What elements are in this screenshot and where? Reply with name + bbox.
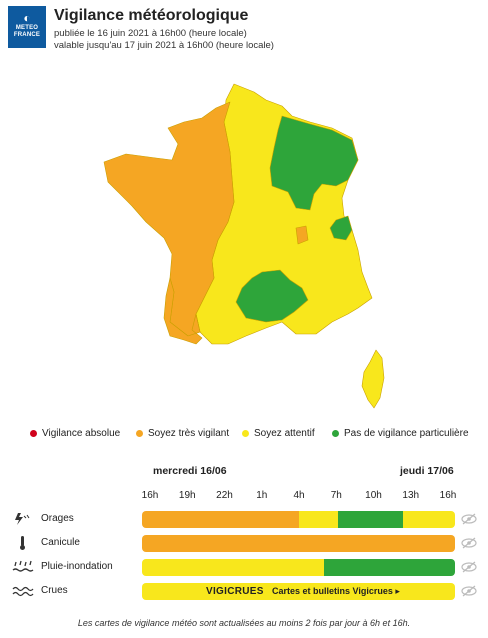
hour-label: 22h — [216, 490, 233, 501]
logo-glyph-icon: ◐ — [23, 11, 31, 25]
legend-red: Vigilance absolue — [30, 428, 120, 439]
eye-hidden-icon[interactable] — [461, 561, 477, 573]
map-region-corsica[interactable] — [361, 349, 385, 409]
eye-hidden-icon[interactable] — [461, 537, 477, 549]
vigilance-segment-yellow[interactable] — [142, 583, 455, 600]
hour-label: 13h — [402, 490, 420, 501]
map-region-green-south[interactable] — [235, 269, 309, 323]
legend-orange: Soyez très vigilant — [136, 428, 229, 439]
vigilance-segment-orange[interactable] — [142, 511, 299, 528]
green-dot-icon — [332, 430, 339, 437]
vigilance-segment-green[interactable] — [337, 511, 404, 528]
row-orages: Orages — [0, 510, 488, 530]
vigicrues-banner[interactable]: VIGICRUES Cartes et bulletins Vigicrues … — [142, 583, 455, 600]
vigilance-segment-orange[interactable] — [142, 535, 455, 552]
red-dot-icon — [30, 430, 37, 437]
vigicrues-logo: VIGICRUES — [206, 586, 264, 597]
hour-label: 1h — [256, 490, 268, 501]
france-vigilance-map[interactable] — [96, 82, 396, 412]
map-region-orange-centre[interactable] — [295, 225, 309, 245]
vigilance-segment-yellow[interactable] — [298, 511, 338, 528]
legend-yellow: Soyez attentif — [242, 428, 315, 439]
orange-dot-icon — [136, 430, 143, 437]
logo-line2: FRANCE — [13, 32, 41, 38]
row-pluie-inondation: Pluie-inondation — [0, 558, 488, 578]
orages-bar[interactable] — [142, 511, 455, 528]
vigilance-segment-yellow[interactable] — [142, 559, 324, 576]
legend-label: Pas de vigilance particulière — [344, 428, 469, 439]
hour-label: 10h — [365, 490, 382, 501]
row-crues: Crues VIGICRUES Cartes et bulletins Vigi… — [0, 582, 488, 602]
pluie-inondation-bar[interactable] — [142, 559, 455, 576]
map-region-orange-sw[interactable] — [163, 277, 203, 345]
vigilance-segment-yellow[interactable] — [403, 511, 455, 528]
row-label: Canicule — [41, 537, 80, 548]
canicule-bar[interactable] — [142, 535, 455, 552]
eye-hidden-icon[interactable] — [461, 513, 477, 525]
header: ◐ METEO FRANCE Vigilance météorologique … — [8, 6, 478, 56]
vigilance-segment-green[interactable] — [323, 559, 455, 576]
row-label: Pluie-inondation — [41, 561, 113, 572]
published-date: publiée le 16 juin 2021 à 16h00 (heure l… — [54, 28, 247, 39]
legend-label: Vigilance absolue — [42, 428, 121, 439]
thermometer-icon — [20, 536, 25, 550]
logo-line1: METEO — [15, 25, 39, 31]
crues-bar[interactable]: VIGICRUES Cartes et bulletins Vigicrues … — [142, 583, 455, 600]
vigicrues-link[interactable]: Cartes et bulletins Vigicrues ▸ — [272, 586, 400, 596]
legend: Vigilance absolue Soyez très vigilant So… — [0, 428, 488, 444]
hour-label: 16h — [439, 490, 457, 501]
meteo-france-logo[interactable]: ◐ METEO FRANCE — [8, 6, 46, 48]
hour-label: 4h — [293, 490, 305, 501]
valid-until: valable jusqu'au 17 juin 2021 à 16h00 (h… — [54, 40, 274, 51]
row-label: Orages — [41, 513, 74, 524]
waves-icon — [12, 586, 34, 597]
day-label-1: mercredi 16/06 — [153, 465, 227, 477]
legend-green: Pas de vigilance particulière — [332, 428, 469, 439]
row-label: Crues — [41, 585, 68, 596]
legend-label: Soyez très vigilant — [148, 428, 230, 439]
map-region-green-ne[interactable] — [269, 115, 359, 211]
day-label-2: jeudi 17/06 — [400, 465, 454, 477]
hour-label: 19h — [178, 490, 196, 501]
legend-label: Soyez attentif — [254, 428, 315, 439]
lightning-icon — [15, 513, 30, 525]
page-title: Vigilance météorologique — [54, 7, 249, 24]
footer-note: Les cartes de vigilance météo sont actua… — [77, 618, 411, 628]
map-region-green-alps[interactable] — [329, 215, 353, 241]
eye-hidden-icon[interactable] — [461, 585, 477, 597]
rain-flood-icon — [12, 560, 34, 572]
row-canicule: Canicule — [0, 534, 488, 554]
yellow-dot-icon — [242, 430, 249, 437]
hour-label: 16h — [141, 490, 159, 501]
hour-label: 7h — [330, 490, 342, 501]
